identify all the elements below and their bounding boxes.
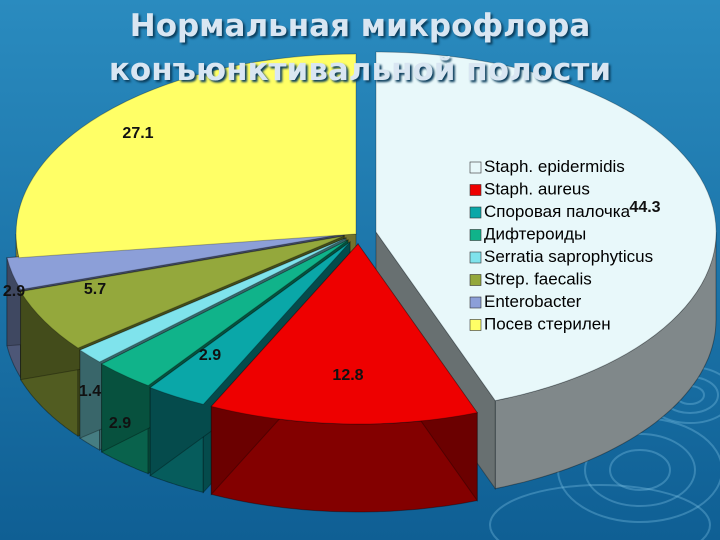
pie-slice-7 (15, 53, 357, 259)
data-label-6: 2.9 (3, 283, 25, 300)
legend-swatch-0 (469, 161, 482, 174)
data-label-4: 1.4 (79, 383, 101, 400)
legend-label-1: Staph. aureus (484, 180, 590, 199)
legend-label-2: Споровая палочка (484, 202, 631, 221)
pie-slice-6 (6, 233, 345, 291)
pie-slice-5 (19, 235, 345, 349)
data-label-0: 44.3 (629, 199, 660, 216)
data-label-3: 2.9 (109, 415, 131, 432)
pie-slice-4 (78, 237, 347, 363)
legend-label-7: Посев стерилен (484, 315, 611, 334)
pie-tops (6, 51, 717, 425)
legend-swatch-1 (469, 184, 482, 196)
data-label-5: 5.7 (84, 281, 106, 298)
legend-swatch-7 (469, 319, 482, 331)
data-labels: 44.3 12.8 2.9 2.9 1.4 5.7 2.9 27.1 (3, 125, 661, 432)
legend-label-5: Strep. faecalis (484, 270, 592, 289)
slide-title-line-1: Нормальная микрофлора (129, 8, 591, 44)
pie-slice-2 (149, 241, 351, 405)
legend-label-0: Staph. epidermidis (484, 157, 625, 176)
legend-swatch-4 (469, 251, 482, 264)
data-label-7: 27.1 (122, 125, 153, 142)
pie-slice-1 (210, 243, 479, 425)
legend-swatch-2 (469, 206, 482, 219)
data-label-2: 2.9 (199, 347, 221, 364)
data-label-1: 12.8 (332, 367, 363, 384)
legend-swatch-6 (469, 296, 482, 309)
pie-slice-3 (100, 239, 349, 387)
legend-swatch-5 (469, 274, 482, 286)
legend-label-6: Enterobacter (484, 292, 582, 311)
slide-title-line-2: конъюнктивальной полости (108, 52, 612, 88)
pie-slice-0 (375, 51, 717, 402)
legend-label-4: Serratia saprophyticus (484, 247, 653, 266)
legend: Staph. epidermidis Staph. aureus Споровая … (469, 157, 653, 334)
legend-label-3: Дифтероиды (484, 225, 586, 244)
legend-swatch-3 (469, 229, 482, 241)
